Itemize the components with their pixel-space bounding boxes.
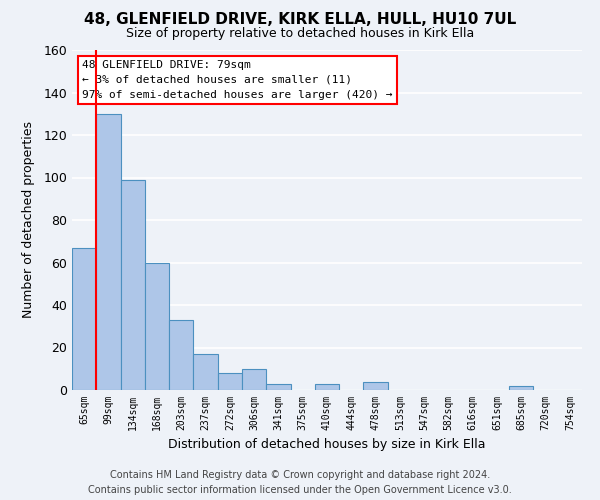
Text: 48, GLENFIELD DRIVE, KIRK ELLA, HULL, HU10 7UL: 48, GLENFIELD DRIVE, KIRK ELLA, HULL, HU…: [84, 12, 516, 28]
Bar: [169, 320, 193, 390]
Bar: [121, 180, 145, 390]
Bar: [364, 382, 388, 390]
Bar: [218, 373, 242, 390]
Bar: [193, 354, 218, 390]
Bar: [145, 262, 169, 390]
Text: Contains HM Land Registry data © Crown copyright and database right 2024.
Contai: Contains HM Land Registry data © Crown c…: [88, 470, 512, 495]
X-axis label: Distribution of detached houses by size in Kirk Ella: Distribution of detached houses by size …: [168, 438, 486, 452]
Text: Size of property relative to detached houses in Kirk Ella: Size of property relative to detached ho…: [126, 28, 474, 40]
Bar: [242, 369, 266, 390]
Bar: [72, 248, 96, 390]
Bar: [315, 384, 339, 390]
Bar: [266, 384, 290, 390]
Bar: [509, 386, 533, 390]
Y-axis label: Number of detached properties: Number of detached properties: [22, 122, 35, 318]
Text: 48 GLENFIELD DRIVE: 79sqm
← 3% of detached houses are smaller (11)
97% of semi-d: 48 GLENFIELD DRIVE: 79sqm ← 3% of detach…: [82, 60, 392, 100]
Bar: [96, 114, 121, 390]
